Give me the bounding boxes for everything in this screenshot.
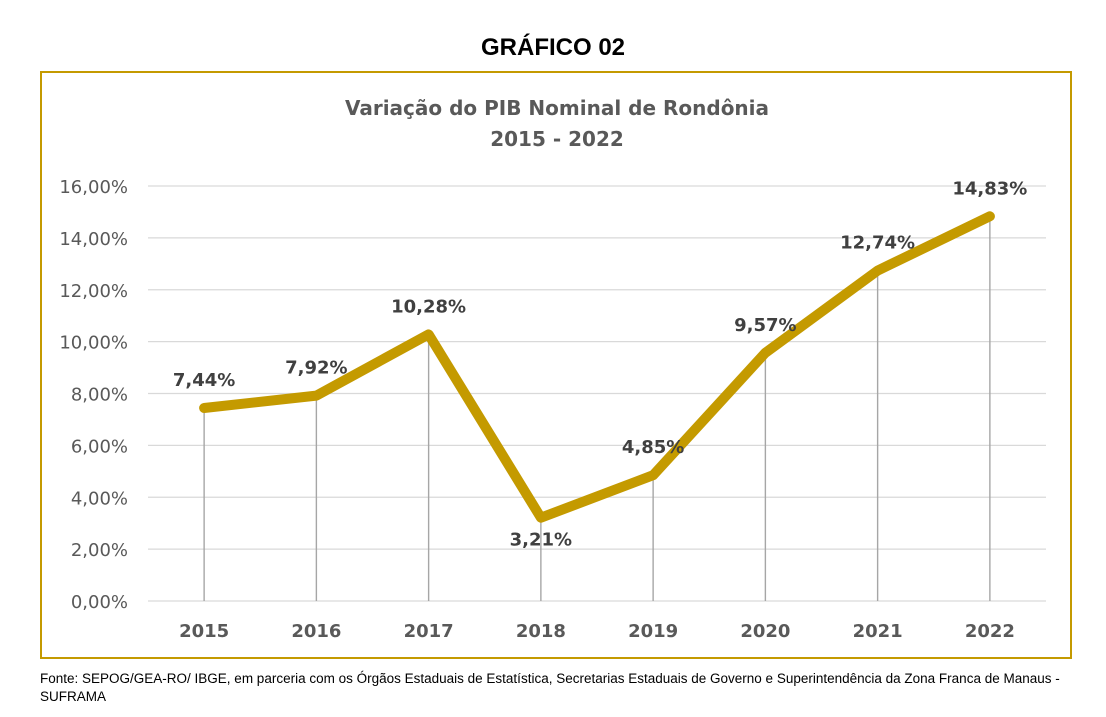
data-label: 7,92% [285,358,347,379]
y-tick-label: 16,00% [59,177,128,198]
y-tick-label: 0,00% [71,592,128,613]
x-axis-tick-labels: 2015 2016 2017 2018 2019 2020 2021 2022 [179,621,1015,642]
y-tick-label: 8,00% [71,385,128,406]
series-line [199,211,995,523]
x-tick-label: 2018 [516,621,566,642]
data-label: 12,74% [840,233,915,254]
data-label: 3,21% [510,530,572,551]
y-tick-label: 4,00% [71,488,128,509]
x-tick-label: 2016 [291,621,341,642]
data-label: 4,85% [622,437,684,458]
y-axis-tick-labels: 0,00% 2,00% 4,00% 6,00% 8,00% 10,00% 12,00% 14,… [59,177,128,613]
y-tick-label: 2,00% [71,540,128,561]
chart-title: Variação do PIB Nominal de Rondônia [345,96,769,120]
data-labels: 7,44% 7,92% 10,28% 3,21% 4,85% 9,57% 12,74% 14,… [173,178,1027,550]
y-tick-label: 14,00% [59,229,128,250]
series-line-group [199,211,995,523]
data-label: 10,28% [391,296,466,317]
drop-lines [203,216,991,601]
y-tick-label: 10,00% [59,333,128,354]
source-note: Fonte: SEPOG/GEA-RO/ IBGE, em parceria c… [40,671,1060,704]
chart-subtitle: 2015 - 2022 [490,127,624,151]
x-tick-label: 2021 [853,621,903,642]
x-tick-label: 2022 [965,621,1015,642]
y-tick-label: 6,00% [71,436,128,457]
data-label: 9,57% [734,315,796,336]
data-label: 14,83% [952,178,1027,199]
x-tick-label: 2019 [628,621,678,642]
chart-frame [40,71,1072,659]
grid-lines [148,185,1046,602]
y-tick-label: 12,00% [59,281,128,302]
figure-heading: GRÁFICO 02 [480,34,626,61]
x-tick-label: 2017 [404,621,454,642]
data-label: 7,44% [173,370,235,391]
x-tick-label: 2020 [740,621,790,642]
x-tick-label: 2015 [179,621,229,642]
